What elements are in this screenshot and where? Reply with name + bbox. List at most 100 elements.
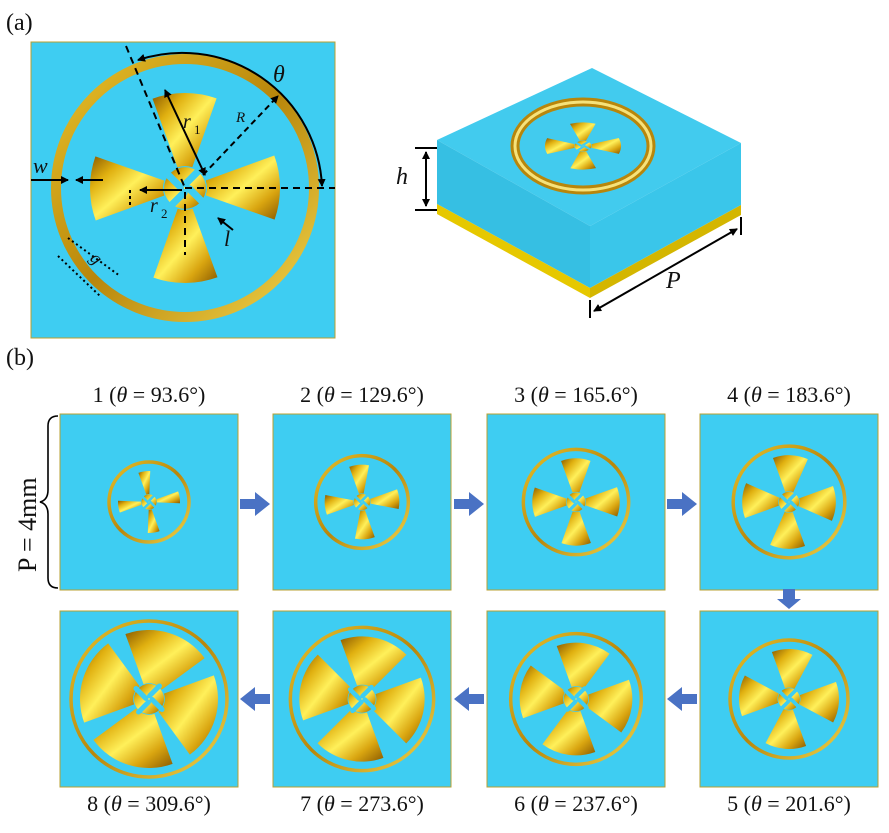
unit-cell-3: 3 (θ = 165.6°) bbox=[486, 382, 666, 591]
rotor-blade bbox=[93, 708, 173, 769]
rotor-3d bbox=[544, 122, 622, 170]
rotor-slot bbox=[565, 699, 578, 712]
arrow-5-to-6 bbox=[667, 687, 697, 711]
r1-label: r bbox=[183, 111, 191, 133]
R-arrow bbox=[202, 95, 279, 176]
caption-theta-symbol: θ bbox=[324, 382, 335, 407]
rotor-slot bbox=[141, 495, 149, 504]
rotor-slot bbox=[780, 502, 791, 513]
caption-prefix: 7 ( bbox=[300, 791, 324, 816]
rotor-slot bbox=[567, 502, 578, 512]
R-label: R bbox=[235, 110, 245, 126]
rotor-slot bbox=[362, 500, 371, 510]
r2-subscript: 2 bbox=[161, 206, 168, 221]
period-label: P = 4mm bbox=[13, 477, 42, 572]
panel-a-label: (a) bbox=[6, 10, 33, 36]
rotor-slot bbox=[789, 697, 801, 709]
rotor-blade bbox=[799, 681, 839, 723]
rotor-slot bbox=[778, 493, 789, 504]
caption-suffix: = 165.6°) bbox=[549, 382, 638, 407]
rotor-blade bbox=[299, 654, 352, 721]
rotor-slot bbox=[576, 500, 586, 511]
substrate-3d-left bbox=[437, 140, 590, 288]
h-label: h bbox=[396, 164, 408, 190]
rotor-blade bbox=[772, 455, 808, 493]
rotor-slot bbox=[360, 684, 374, 699]
rotor-slot bbox=[347, 687, 362, 701]
cell-ring bbox=[288, 625, 436, 773]
caption-prefix: 6 ( bbox=[514, 791, 538, 816]
g-line-1 bbox=[67, 237, 121, 277]
cell-ring bbox=[313, 453, 411, 551]
ring-3d-highlight bbox=[513, 100, 653, 192]
caption-theta-symbol: θ bbox=[538, 382, 549, 407]
rotor-blade bbox=[138, 470, 151, 495]
caption-prefix: 4 ( bbox=[727, 382, 751, 407]
unit-cell-2: 2 (θ = 129.6°) bbox=[272, 382, 452, 591]
theta-label: θ bbox=[273, 62, 285, 88]
caption-prefix: 3 ( bbox=[514, 382, 538, 407]
cell-ring bbox=[521, 447, 631, 557]
rotor-blade bbox=[349, 464, 370, 494]
rotor-slot bbox=[575, 146, 585, 152]
rotor-slot bbox=[133, 686, 149, 701]
P-label: P bbox=[665, 268, 681, 294]
rotor-blade bbox=[561, 458, 591, 493]
rotor-slot bbox=[787, 491, 798, 502]
unit-cell-8: 8 (θ = 309.6°) bbox=[59, 610, 239, 816]
rotor-blade bbox=[591, 137, 622, 154]
rotor-slot bbox=[362, 697, 377, 711]
theta-arc bbox=[137, 51, 326, 187]
rotor-slot bbox=[353, 494, 362, 504]
caption-theta-symbol: θ bbox=[538, 791, 549, 816]
cell-caption-7: 7 (θ = 273.6°) bbox=[300, 791, 424, 816]
unit-cell-4: 4 (θ = 183.6°) bbox=[699, 382, 879, 591]
rotor-slot bbox=[581, 140, 591, 146]
rotor-blade bbox=[770, 511, 806, 549]
unit-cell-5: 5 (θ = 201.6°) bbox=[699, 610, 879, 816]
rotor-slot bbox=[147, 494, 156, 502]
panel-b-label: (b) bbox=[6, 345, 34, 371]
rotor-slot bbox=[789, 500, 800, 511]
rotor-blade bbox=[317, 709, 384, 762]
rotor-slot bbox=[583, 145, 592, 151]
caption-suffix: = 273.6°) bbox=[335, 791, 424, 816]
rotor-blade bbox=[585, 487, 620, 517]
arrow-2-to-3 bbox=[454, 492, 484, 516]
rotor-slot bbox=[566, 493, 576, 504]
cell-ring bbox=[508, 631, 644, 767]
P-dimension bbox=[589, 217, 742, 318]
r2-label: r bbox=[150, 195, 158, 217]
caption-theta-symbol: θ bbox=[751, 791, 762, 816]
caption-suffix: = 237.6°) bbox=[549, 791, 638, 816]
arrow-7-to-8 bbox=[240, 687, 270, 711]
dimension-lines bbox=[31, 45, 335, 297]
rotor-blade bbox=[544, 138, 575, 155]
rotor-slot bbox=[149, 697, 165, 712]
caption-prefix: 5 ( bbox=[727, 791, 751, 816]
rotor-blade bbox=[147, 509, 160, 534]
ground-3d-left bbox=[437, 204, 590, 298]
caption-prefix: 8 ( bbox=[87, 791, 111, 816]
cell-ring bbox=[731, 444, 847, 560]
rotor-blade bbox=[542, 709, 596, 756]
rotor-slot bbox=[167, 188, 188, 210]
rotor-slot bbox=[574, 141, 583, 147]
rotor-blade bbox=[125, 629, 205, 690]
rotor-blade bbox=[765, 709, 807, 749]
cell-caption-2: 2 (θ = 129.6°) bbox=[300, 382, 424, 407]
rotor-blade bbox=[158, 675, 219, 755]
period-annotation: P = 4mm bbox=[13, 415, 59, 589]
caption-suffix: = 183.6°) bbox=[762, 382, 851, 407]
arrow-1-to-2 bbox=[240, 492, 270, 516]
cell-caption-8: 8 (θ = 309.6°) bbox=[87, 791, 211, 816]
rotor-slot bbox=[576, 697, 589, 710]
rotor-blade bbox=[798, 485, 836, 521]
caption-suffix: = 201.6°) bbox=[762, 791, 851, 816]
rotor-slot bbox=[147, 683, 162, 699]
caption-theta-symbol: θ bbox=[111, 791, 122, 816]
caption-theta-symbol: θ bbox=[116, 382, 127, 407]
unit-cell-top-view: θ r 1 R w r 2 l g bbox=[30, 41, 336, 339]
rotor-blade bbox=[117, 500, 142, 513]
unit-cell-1: 1 (θ = 93.6°) bbox=[59, 382, 239, 591]
